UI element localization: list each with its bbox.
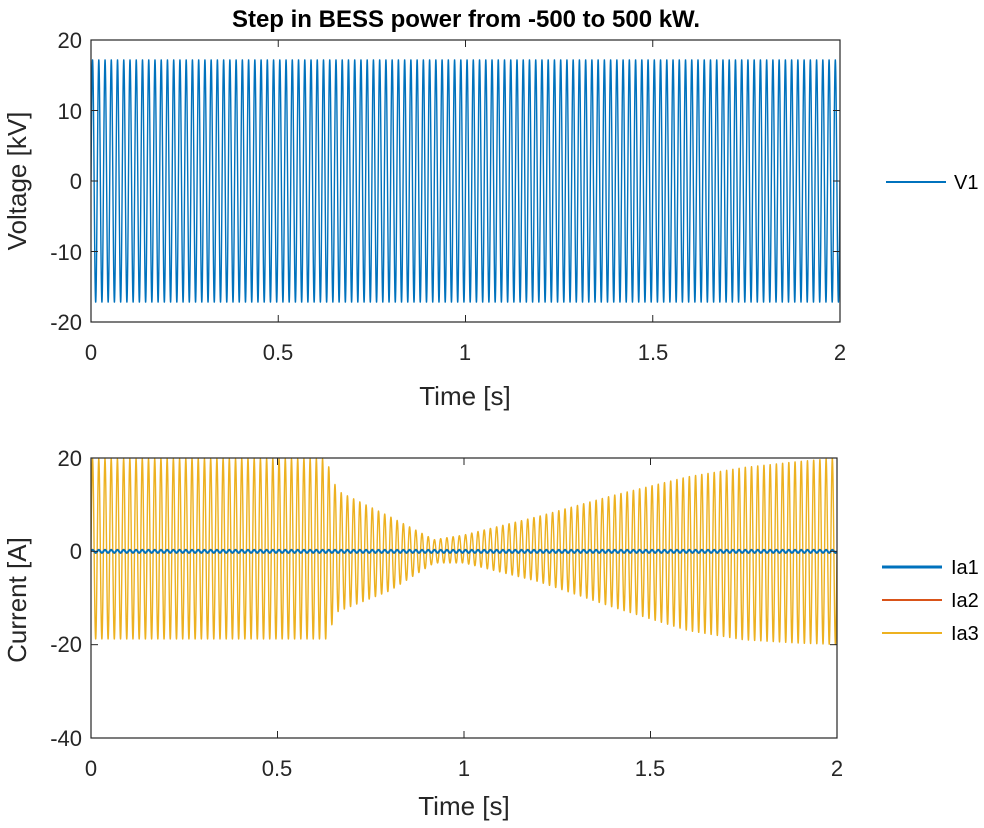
y-tick-label: 10 (58, 99, 82, 124)
current-ticks (90, 457, 838, 739)
current-plot: 20 0 -20 -40 0 0.5 1 1.5 2 Time [s] Curr… (2, 446, 979, 821)
chart-title: Step in BESS power from -500 to 500 kW. (232, 6, 700, 33)
y-axis-label: Voltage [kV] (2, 112, 32, 251)
legend-voltage: V1 (886, 172, 978, 194)
series-line-v1 (91, 59, 840, 303)
voltage-ticks (90, 39, 841, 323)
x-axis-label: Time [s] (419, 381, 510, 411)
x-tick-label: 0.5 (262, 756, 293, 781)
y-axis-label: Current [A] (2, 537, 32, 663)
y-tick-label: 20 (58, 28, 82, 53)
y-tick-label: -20 (50, 310, 82, 335)
x-tick-label: 1.5 (635, 756, 666, 781)
x-tick-label: 0 (85, 756, 97, 781)
y-tick-label: -10 (50, 240, 82, 265)
current-series-layer (91, 458, 837, 646)
y-tick-label: 0 (70, 169, 82, 194)
x-tick-label: 1 (458, 756, 470, 781)
y-tick-label: -20 (50, 632, 82, 657)
x-tick-label: 1 (459, 340, 471, 365)
x-tick-label: 1.5 (638, 340, 669, 365)
x-tick-label: 0.5 (263, 340, 294, 365)
legend-label-ia3: Ia3 (951, 623, 979, 645)
legend-current: Ia1 Ia2 Ia3 (882, 557, 979, 645)
y-tick-label: -40 (50, 726, 82, 751)
y-tick-label: 20 (58, 446, 82, 471)
y-tick-label: 0 (70, 539, 82, 564)
x-tick-label: 2 (834, 340, 846, 365)
series-line-ia3 (91, 458, 837, 646)
x-tick-label: 2 (831, 756, 843, 781)
legend-label-ia1: Ia1 (951, 557, 979, 579)
legend-label-v1: V1 (954, 172, 978, 194)
series-line-ia1 (91, 548, 837, 554)
x-axis-label: Time [s] (418, 791, 509, 821)
voltage-series-layer (91, 59, 840, 303)
x-tick-label: 0 (85, 340, 97, 365)
legend-label-ia2: Ia2 (951, 590, 979, 612)
voltage-plot: Step in BESS power from -500 to 500 kW. … (2, 6, 978, 411)
